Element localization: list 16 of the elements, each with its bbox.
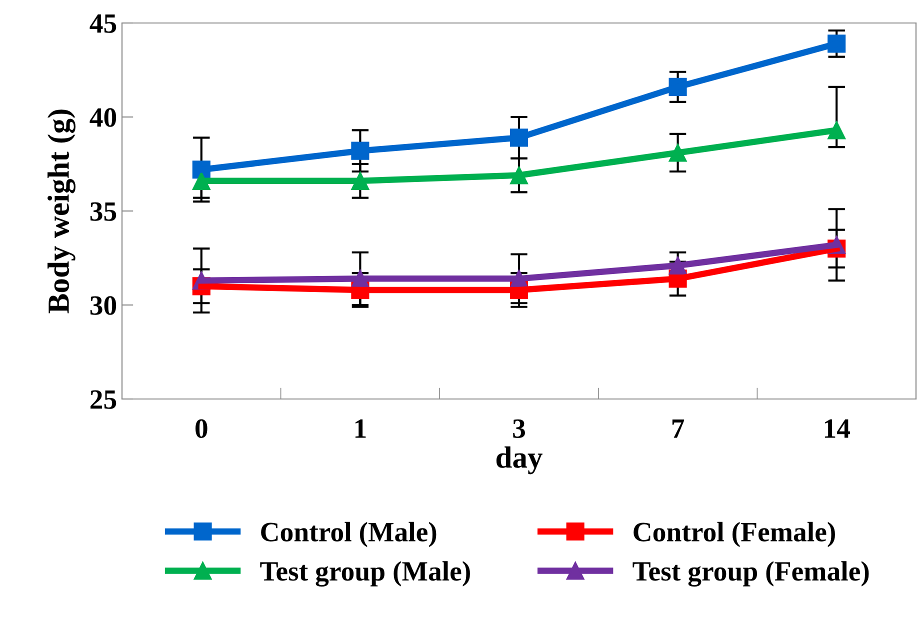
x-tick-label: 0	[196, 419, 208, 438]
y-tick-label: 40	[90, 108, 116, 127]
legend-label: Control (Female)	[634, 522, 835, 548]
legend-label: Test group (Female)	[632, 561, 869, 587]
x-tick-label: 14	[824, 419, 850, 438]
legend-label: Control (Male)	[261, 522, 436, 548]
x-tick-label: 3	[513, 419, 525, 438]
y-tick-label: 35	[90, 202, 116, 221]
x-tick-label: 7	[672, 420, 684, 438]
y-tick-label: 25	[90, 390, 116, 409]
legend-label: Test group (Male)	[260, 561, 470, 587]
y-tick-label: 30	[90, 296, 116, 315]
x-tick-label: 1	[355, 419, 366, 438]
y-axis-title: Body weight (g)	[48, 110, 76, 314]
y-tick-label: 45	[90, 14, 116, 33]
x-axis-title: day	[496, 446, 542, 474]
